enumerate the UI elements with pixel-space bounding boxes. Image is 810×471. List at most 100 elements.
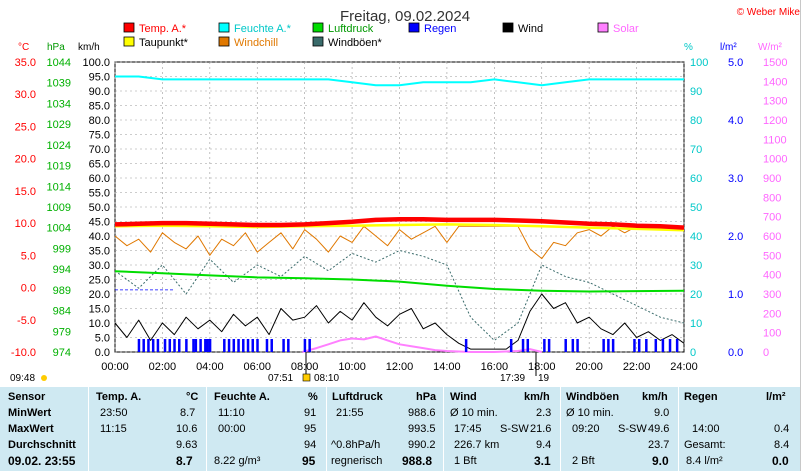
avg-druck-trend: ^0.8hPa/h: [331, 439, 381, 451]
legend-label-feuchte: Feuchte A.*: [234, 23, 292, 35]
legend-label-luftdruck: Luftdruck: [328, 23, 374, 35]
rain-bar: [173, 339, 176, 352]
axis-unit-druck: hPa: [47, 42, 65, 53]
max-druck: 993.5: [408, 423, 436, 435]
max-wind: 21.6: [530, 423, 552, 435]
rain-bar: [227, 339, 231, 352]
chart-markers: 09:48 07:51 08:10 17:39 19: [10, 352, 550, 384]
x-tick-label: 00:00: [101, 361, 129, 373]
series-line-luftdruck: [114, 270, 685, 293]
max-feuchte-time: 00:00: [218, 423, 246, 435]
wind-tick-label: 0.0: [95, 347, 110, 359]
rain-bar: [464, 339, 468, 352]
wind-tick-label: 15.0: [89, 304, 110, 316]
druck-tick-label: 999: [53, 243, 71, 255]
wind-tick-label: 55.0: [89, 188, 110, 200]
max-temp: 10.6: [176, 423, 198, 435]
rain-bar: [645, 339, 648, 352]
col-separator: [560, 387, 561, 471]
x-tick-label: 18:00: [528, 361, 556, 373]
series-line-wind: [114, 293, 685, 350]
min-druck-time: 21:55: [336, 407, 364, 419]
druck-tick-label: 1014: [47, 181, 71, 193]
header-boeen-unit: km/h: [642, 391, 668, 403]
wind-tick-label: 40.0: [89, 231, 110, 243]
min-temp-time: 23:50: [100, 407, 128, 419]
header-regen-unit: l/m²: [766, 391, 786, 403]
avg-boeen: 23.7: [648, 439, 670, 451]
current-feuchte: 95: [302, 454, 316, 468]
rain-bar: [168, 339, 172, 352]
series-line-feuchtea: [115, 75, 684, 87]
rain-bar: [602, 339, 605, 352]
solar-tick-label: 300: [763, 289, 781, 301]
solar-tick-label: 1100: [763, 134, 787, 146]
legend-swatch-temp: [123, 22, 135, 33]
druck-tick-label: 989: [53, 285, 71, 297]
credit-text: © Weber Mike: [737, 7, 801, 18]
right-edge-strip: [800, 0, 810, 471]
x-tick-label: 08:00: [291, 361, 319, 373]
solar-tick-label: 900: [763, 173, 781, 185]
legend-swatch-luftdruck: [312, 22, 324, 33]
druck-tick-label: 1039: [47, 78, 71, 90]
max-regen: 0.4: [774, 423, 790, 435]
wind-tick-label: 75.0: [89, 130, 110, 142]
feuchte-tick-label: 70: [690, 144, 702, 156]
feuchte-tick-label: 10: [690, 318, 702, 330]
series-line-taupunkt: [114, 223, 685, 232]
series-line-windchill: [114, 225, 637, 260]
time-marker-right: 08:10: [314, 373, 339, 384]
min-druck: 988.6: [408, 407, 436, 419]
axis-unit-regen: l/m²: [720, 42, 737, 53]
solar-tick-label: 1500: [763, 57, 787, 69]
regen-tick-label: 3.0: [728, 173, 743, 185]
x-tick-label: 14:00: [433, 361, 461, 373]
wind-tick-label: 60.0: [89, 173, 110, 185]
rain-bar: [637, 339, 641, 352]
solar-tick-label: 600: [763, 231, 781, 243]
min-boeen: 9.0: [654, 407, 670, 419]
legend-label-wind: Wind: [518, 23, 543, 35]
row-avg-label: Durchschnitt: [8, 439, 76, 451]
rain-bar: [265, 339, 269, 352]
max-feuchte: 95: [304, 423, 317, 435]
rain-bar: [178, 339, 181, 352]
sunrise-time-label: 09:48: [10, 373, 35, 384]
current-regen-text: 8.4 l/m²: [686, 455, 723, 467]
current-boeen: 9.0: [652, 454, 669, 468]
rain-bar: [564, 339, 567, 352]
min-feuchte-time: 11:10: [218, 407, 245, 419]
druck-tick-label: 974: [53, 347, 71, 359]
rain-bar: [668, 339, 672, 352]
feuchte-tick-label: 40: [690, 231, 702, 243]
col-separator: [678, 387, 679, 471]
rain-bar: [223, 339, 226, 352]
druck-tick-label: 1019: [47, 161, 71, 173]
solar-tick-label: 200: [763, 308, 781, 320]
x-tick-label: 10:00: [338, 361, 366, 373]
series-line-solar: [302, 335, 543, 353]
rain-bar: [142, 339, 145, 352]
min-wind-label: Ø 10 min.: [450, 407, 498, 419]
header-boeen: Windböen: [566, 391, 620, 403]
rain-bar: [232, 339, 236, 352]
temp-tick-label: 35.0: [15, 57, 36, 69]
axis-unit-solar: W/m²: [758, 42, 783, 53]
rain-bar: [526, 339, 530, 352]
rain-bar: [194, 339, 198, 352]
rain-bar: [206, 339, 209, 352]
weather-chart: Freitag, 09.02.2024 © Weber Mike Temp. A…: [10, 7, 801, 384]
rain-bar: [611, 339, 615, 352]
wind-tick-label: 70.0: [89, 144, 110, 156]
row-max-label: MaxWert: [8, 423, 54, 435]
wind-tick-label: 85.0: [89, 101, 110, 113]
druck-tick-label: 1044: [47, 57, 71, 69]
rain-bar: [509, 339, 513, 352]
x-tick-label: 16:00: [481, 361, 509, 373]
sun-marker-icon: [41, 375, 47, 381]
solar-tick-label: 500: [763, 250, 781, 262]
feuchte-tick-label: 30: [690, 260, 702, 272]
feuchte-tick-label: 80: [690, 115, 702, 127]
min-wind: 2.3: [536, 407, 552, 419]
